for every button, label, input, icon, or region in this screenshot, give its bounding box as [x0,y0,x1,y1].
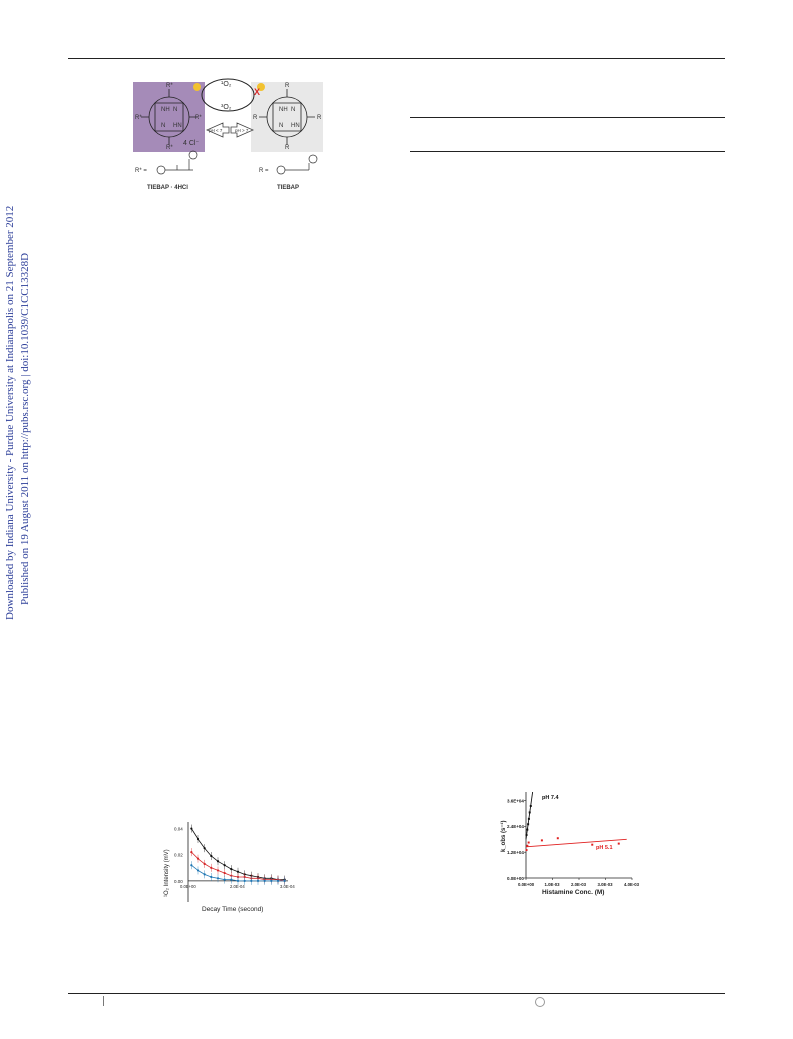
right-compound-name: TIEBAP [277,185,299,191]
data-point [529,804,532,807]
footer-page-divider [103,996,104,1006]
y-tick-label: 2.4E+04 [507,824,524,829]
hn-right: HN [291,123,300,129]
light-bulb-left-icon [193,83,201,91]
tiebap-scheme: NH N N HN NH N N HN R* R* R* R* R R R R … [133,78,323,191]
y-tick-label: 3.6E+04 [507,798,524,803]
data-point [527,841,530,844]
arrow-left-icon [206,122,230,138]
decay-chart: ¹O₂ Intensity (mV) Decay Time (second) 0… [164,822,295,913]
fit-line [525,838,627,848]
data-point [556,837,559,840]
data-point [526,844,529,847]
data-point [525,834,528,836]
rstar-left: R* [135,115,142,121]
y-tick-label: 0.00 [174,879,183,884]
x-tick-label: 1.0E-03 [545,882,561,887]
singlet-oxygen-label: ¹O₂ [221,81,232,88]
series-1 [525,837,627,852]
r-right: R [317,115,322,121]
y-tick-label: 0.04 [174,827,183,832]
data-point [591,843,594,846]
y-tick-label: 0.0E+00 [507,876,524,881]
light-bulb-right-icon [257,83,265,91]
rstar-definition: R* = [135,168,147,174]
footer-circle-icon [535,997,545,1007]
y-tick-label: 1.2E+04 [507,850,524,855]
rstar-top: R* [166,83,173,89]
x-tick-label: 0.0E+00 [518,882,535,887]
y-tick-label: 0.02 [174,853,183,858]
rstar-right: R* [195,115,202,121]
data-point [525,849,528,852]
nh-left: NH [161,107,170,113]
data-point [617,842,620,845]
series-2 [190,861,286,885]
y-axis-title: ¹O₂ Intensity (mV) [164,849,170,897]
series-0 [525,791,534,840]
r-left: R [253,115,258,121]
n-right: N [291,107,295,113]
publication-notice: Published on 19 August 2011 on http://pu… [19,252,31,605]
blocked-x-icon: X [254,87,260,97]
kobs-chart: k_obs (s⁻¹) Histamine Conc. (M) 3.6E+04 2… [500,791,640,896]
rstar-bottom: R* [166,145,173,151]
download-notice: Downloaded by Indiana University - Purdu… [4,205,16,620]
x-axis-title: Decay Time (second) [202,906,263,913]
x-tick-label: 2.0E-04 [230,884,245,889]
table-top-rule [410,117,725,118]
hn-left: HN [173,123,182,129]
series-label-ph51: pH 5.1 [596,845,613,851]
ph-acid-label: pH < 7 [209,128,223,133]
x-axis-title: Histamine Conc. (M) [542,889,604,896]
data-point [527,823,530,826]
r-bottom: R [285,145,290,151]
r-top: R [285,83,290,89]
fit-curve [190,828,285,880]
data-point [526,828,529,831]
fit-curve [191,864,285,882]
r-definition: R = [259,168,269,174]
data-point [528,811,531,814]
r-structure-icon [276,154,318,175]
x-tick-label: 0.0E+00 [180,884,196,889]
x-tick-label: 3.0E-04 [280,884,295,889]
oxygen-cycle [201,78,255,112]
n-left: N [173,107,177,113]
n-left-2: N [161,123,165,129]
rstar-structure-icon [156,150,198,175]
x-tick-label: 4.0E-03 [624,882,640,887]
fit-line [525,791,534,840]
data-point [527,817,530,820]
counterion-label: 4 Cl⁻ [183,140,199,147]
arrow-right-icon [230,122,254,138]
y-axis-title: k_obs (s⁻¹) [500,820,507,852]
x-tick-label: 2.0E-03 [571,882,587,887]
porphyrin-left-icon [141,89,197,145]
table-bottom-rule [410,151,725,152]
triplet-oxygen-label: ³O₂ [221,104,232,111]
header-rule [68,58,725,59]
footer-rule [68,993,725,994]
data-point [540,839,543,842]
series-label-ph74: pH 7.4 [542,795,559,801]
left-compound-name: TIEBAP · 4HCl [147,185,188,191]
x-tick-label: 3.0E-03 [598,882,614,887]
ph-base-label: pH > 7 [235,128,249,133]
nh-right: NH [279,107,288,113]
n-right-2: N [279,123,283,129]
porphyrin-right-icon [259,89,315,145]
